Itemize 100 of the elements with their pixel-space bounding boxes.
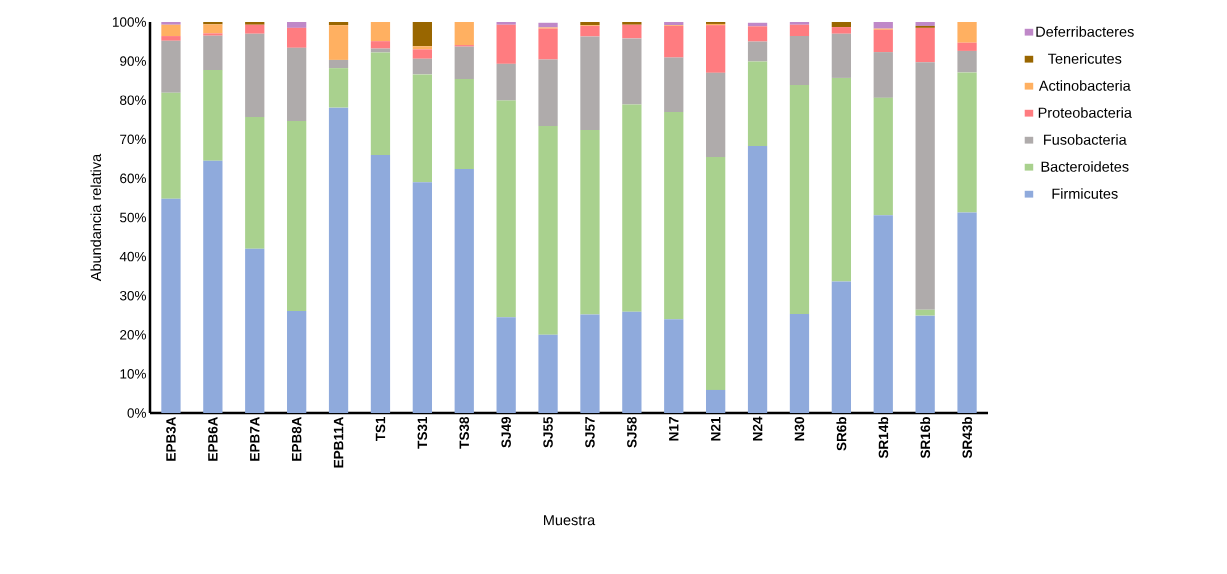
y-tick-label: 20%: [120, 330, 146, 340]
y-tick-label: 50%: [120, 212, 146, 223]
bar: [245, 117, 265, 249]
x-tick-label: SR16b: [920, 417, 931, 459]
bar: [915, 27, 935, 63]
bar: [831, 27, 851, 34]
bar: [161, 24, 181, 37]
bar: [622, 104, 642, 312]
bar: [538, 126, 558, 335]
bar: [161, 92, 181, 199]
y-tick-label: 0%: [127, 408, 146, 418]
bar: [245, 33, 265, 118]
bar: [203, 70, 223, 161]
bar: [496, 63, 516, 101]
bar: [789, 24, 810, 37]
y-tick-label: 10%: [120, 369, 146, 379]
bar: [789, 22, 810, 25]
legend-label: Bacteroidetes: [1041, 161, 1129, 172]
bar: [538, 334, 558, 413]
bar: [287, 47, 307, 121]
legend-label: Tenericutes: [1048, 53, 1122, 64]
x-tick-label: EPB6A: [208, 416, 218, 461]
bar: [496, 24, 516, 64]
bar: [957, 42, 977, 51]
bar: [203, 24, 223, 34]
bar: [747, 41, 768, 62]
bar: [622, 38, 642, 105]
legend-label: Fusobacteria: [1044, 134, 1127, 145]
bar: [957, 72, 977, 213]
bar: [161, 22, 181, 25]
bar: [789, 84, 810, 315]
bar: [789, 314, 810, 413]
bar: [287, 310, 307, 413]
bar: [957, 22, 977, 43]
x-tick-label: N21: [710, 416, 721, 441]
x-tick-label: TS38: [459, 416, 470, 449]
bar: [664, 111, 684, 320]
bar: [915, 309, 935, 316]
y-tick-label: 100%: [112, 17, 146, 27]
bar: [370, 22, 391, 42]
bar: [412, 49, 432, 59]
bar: [328, 107, 349, 413]
bar: [161, 198, 181, 413]
x-tick-label: N24: [752, 416, 763, 441]
bar: [747, 145, 768, 413]
bar: [496, 22, 516, 25]
x-tick-label: EPB7A: [250, 416, 260, 461]
x-tick-label: SJ58: [627, 416, 637, 448]
bar: [454, 79, 474, 170]
bar: [915, 315, 935, 413]
bar: [831, 22, 851, 28]
bar: [664, 57, 684, 112]
bar: [747, 61, 768, 146]
bar: [245, 24, 265, 34]
bar: [496, 317, 516, 413]
bar: [580, 25, 600, 37]
bar: [328, 25, 349, 60]
bar: [538, 59, 558, 126]
bar: [161, 36, 181, 41]
bar: [580, 314, 600, 413]
bar: [245, 22, 265, 25]
bar: [370, 41, 391, 49]
y-axis-title: Abundancia relativa: [90, 153, 102, 282]
x-tick-label: TS31: [417, 416, 428, 449]
bar: [622, 22, 642, 25]
legend-label: Deferribacteres: [1036, 26, 1134, 37]
bar: [538, 28, 558, 60]
bar: [957, 212, 977, 413]
bar: [622, 311, 642, 413]
bar: [412, 182, 432, 413]
bar: [412, 22, 432, 47]
x-tick-label: N17: [669, 417, 679, 441]
bar: [873, 29, 893, 53]
x-tick-label: SJ49: [501, 417, 511, 448]
bar: [747, 26, 768, 42]
bar: [370, 154, 391, 413]
x-tick-label: SJ55: [543, 416, 553, 448]
bar: [245, 248, 265, 413]
bar: [203, 35, 223, 71]
bar: [873, 22, 893, 29]
legend-label: Actinobacteria: [1038, 80, 1131, 91]
bar: [454, 46, 474, 80]
bar: [287, 120, 307, 311]
bar: [873, 215, 893, 413]
bar: [915, 62, 935, 310]
y-tick-label: 40%: [119, 251, 146, 262]
x-tick-label: N30: [794, 417, 805, 441]
y-tick-label: 80%: [120, 95, 146, 105]
x-tick-label: EPB8A: [291, 416, 302, 461]
bar: [873, 97, 893, 216]
bar: [706, 389, 726, 413]
bar: [580, 36, 600, 130]
bar: [706, 25, 726, 73]
bar: [454, 169, 474, 413]
bar: [203, 160, 223, 413]
bar: [664, 25, 684, 58]
x-tick-label: SR14b: [878, 417, 889, 459]
bar: [370, 52, 391, 155]
legend-label: Firmicutes: [1052, 188, 1118, 199]
bar: [873, 52, 893, 98]
